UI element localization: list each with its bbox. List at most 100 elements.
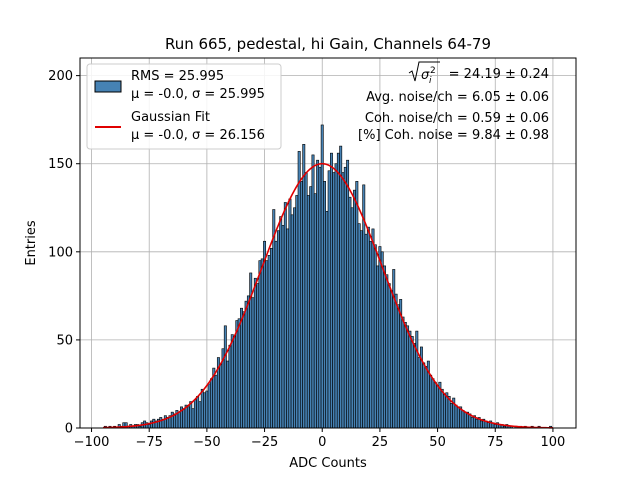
histogram-bar [240,307,243,429]
histogram-bar [422,362,426,429]
y-tick-label: 100 [48,245,73,260]
histogram-bar [288,198,292,429]
histogram-bar [263,240,267,429]
histogram-bar [233,336,237,429]
histogram-bar [318,166,322,429]
histogram-bar [295,195,299,429]
x-tick-label: 75 [487,435,504,450]
histogram-bar [293,207,297,429]
histogram-bar [350,207,354,429]
y-tick-label: 50 [56,333,73,348]
histogram-bar [219,364,223,429]
histogram-bar [433,381,437,429]
histogram-bar [283,202,287,429]
histogram-bar [186,406,190,429]
histogram-bar [205,390,209,429]
histogram-bar [447,395,451,429]
histogram-bar [325,210,329,429]
histogram-bar [330,152,333,429]
histogram-bar [276,230,280,429]
gaussian-fit-line [103,162,553,429]
histogram-bar [417,357,421,429]
histogram-bar [309,186,313,429]
histogram-bar [279,216,283,429]
x-tick-label: 100 [541,435,566,450]
x-tick-label: 25 [372,435,389,450]
y-axis-label: Entries [24,220,39,266]
histogram-bar [182,408,186,429]
histogram-bar [410,336,414,429]
x-tick-label: 0 [318,435,326,450]
histogram-bar [193,399,197,429]
histogram-bar [316,159,320,429]
histogram-bar [376,265,380,429]
histogram-bar [274,240,278,429]
histogram-bar [359,230,363,429]
histogram-bar [415,330,419,429]
histogram-bar [200,388,204,429]
x-tick-label: −50 [193,435,220,450]
histogram-bar [334,163,338,429]
histogram-bar [267,255,271,429]
histogram-bar [383,265,386,429]
histogram-bar [424,366,428,429]
noise-annotations: σ 2 i = 24.19 ± 0.24 Avg. noise/ch = 6.0… [358,61,549,143]
histogram-bar [332,172,336,429]
x-tick-label: −100 [74,435,110,450]
histogram-bar [493,424,497,429]
histogram-bar [320,124,324,429]
legend-box [86,63,282,150]
histogram-bar [378,246,382,429]
sigma-exponent: 2 [430,66,436,76]
histogram-bar [147,424,151,429]
histogram-bar [343,166,347,429]
histogram-bar [306,195,310,429]
histogram-bar [230,334,234,429]
histogram-bar [327,170,331,429]
histogram-bar [313,193,317,429]
histogram-bar [336,152,340,429]
histogram-bar [396,304,400,429]
histogram-bar [366,226,370,429]
y-tick-label: 200 [48,69,73,84]
histogram-bar [401,316,405,429]
histogram-bar [449,403,453,429]
histogram-bar [235,320,239,429]
histogram-bar [265,260,269,429]
histogram-bar [159,417,163,429]
plot-frame [79,57,577,429]
histogram-bar [256,283,260,429]
histogram-bar [440,388,444,429]
y-tick-label: 150 [48,157,73,172]
histogram-bar [475,418,479,429]
histogram-bar [226,360,230,429]
histogram-bar [373,244,377,429]
sigma-value: = 24.19 ± 0.24 [449,67,549,82]
histogram-bar [300,181,303,429]
histogram-bar [196,395,200,429]
histogram-bar [281,225,285,429]
chart-title: Run 665, pedestal, hi Gain, Channels 64-… [165,35,491,53]
histogram-bar [258,260,262,429]
histogram-bar [244,300,248,429]
legend-fit-label: Gaussian Fit [131,110,210,125]
histogram-bar [214,374,218,429]
histogram-bar [311,154,315,429]
y-tick-label: 0 [65,422,73,437]
histogram-bar [399,299,403,429]
histogram-bar [454,404,458,429]
histogram-bar [290,214,294,429]
histogram-bar [170,411,174,429]
legend-fit-stats: μ = -0.0, σ = 26.156 [131,128,265,143]
histogram-bar [463,411,467,429]
histogram-bar [443,394,446,429]
sigma-formula: σ 2 i = 24.19 ± 0.24 [408,61,549,86]
legend-histogram-stats: μ = -0.0, σ = 25.995 [131,87,265,102]
histogram-bar [387,283,391,429]
histogram-bar [346,159,350,429]
histogram-bar [177,411,181,429]
histogram-bar [461,410,465,429]
sqrt-symbol [408,61,440,82]
histogram-bar [403,321,407,429]
x-axis-ticks: −100 −75 −50 −25 0 25 50 75 100 [74,428,566,450]
